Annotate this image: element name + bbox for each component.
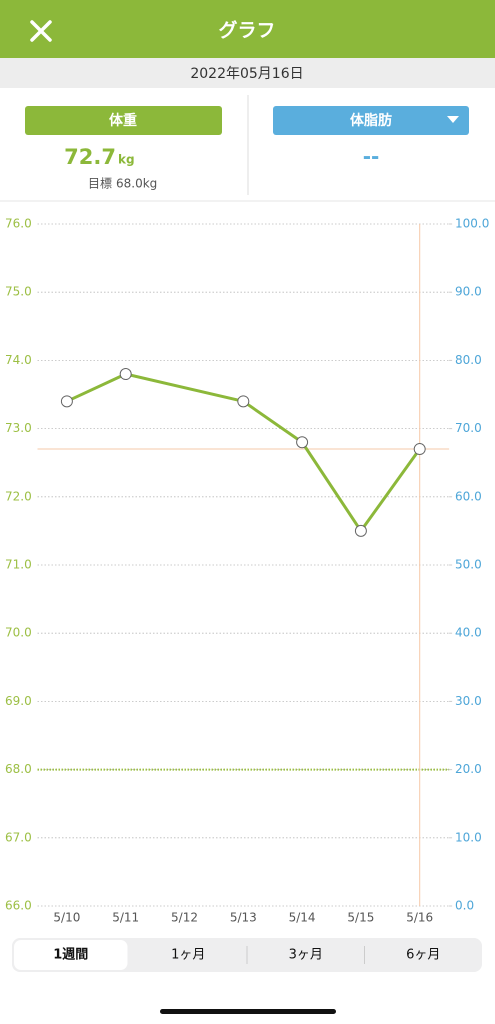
y2-tick-label: 20.0: [455, 762, 482, 776]
tab-label[interactable]: 6ヶ月: [406, 948, 440, 963]
close-button[interactable]: [30, 20, 52, 42]
goal-label: 目標: [88, 177, 112, 191]
point: [354, 524, 367, 537]
x-tick-label: 5/15: [347, 911, 374, 925]
y2-tick-label: 90.0: [455, 285, 482, 299]
y2-tick-label: 70.0: [455, 421, 482, 435]
body-fat-value: --: [363, 145, 380, 169]
tab-label[interactable]: 1ヶ月: [171, 948, 205, 963]
tabs: 1週間 1ヶ月 3ヶ月 6ヶ月: [14, 940, 440, 970]
y-tick-label: 66.0: [5, 899, 32, 913]
tab-selected: [14, 940, 128, 970]
weight-button[interactable]: [25, 106, 222, 135]
chart: 66.0 67.0 68.0 69.0 70.0 71.0 72.0 73.0 74.0 75.0…: [5, 217, 489, 925]
line: [66, 372, 421, 533]
header-bar: [0, 0, 495, 58]
weight-unit: kg: [118, 153, 135, 167]
y2-tick-label: 40.0: [455, 626, 482, 640]
y2-tick-label: 60.0: [455, 489, 482, 503]
x-tick-label: 5/14: [289, 911, 316, 925]
tab-label[interactable]: 3ヶ月: [289, 948, 323, 963]
y2-tick-label: 80.0: [455, 353, 482, 367]
x-tick-label: 5/12: [171, 911, 198, 925]
point: [296, 436, 309, 449]
body-fat-button-label: 体脂肪: [350, 112, 392, 129]
x-tick-label: 5/11: [112, 911, 139, 925]
y-tick-label: 67.0: [5, 830, 32, 844]
date-bar: [0, 58, 495, 88]
x-tick-label: 5/16: [406, 911, 433, 925]
point: [119, 368, 132, 381]
x-tick-label: 5/10: [53, 911, 80, 925]
home-indicator: [160, 1009, 336, 1014]
y-tick-label: 70.0: [5, 626, 32, 640]
weight-value: 72.7: [64, 145, 116, 169]
y-tick-label: 73.0: [5, 421, 32, 435]
weight-button-label: 体重: [109, 112, 137, 129]
y2-tick-label: 100.0: [455, 217, 489, 231]
y2-tick-label: 0.0: [455, 899, 474, 913]
point: [237, 395, 250, 408]
y-tick-label: 71.0: [5, 558, 32, 572]
dropdown-arrow: [447, 116, 459, 123]
y-tick-label: 72.0: [5, 489, 32, 503]
y-tick-label: 69.0: [5, 694, 32, 708]
y2-tick-label: 10.0: [455, 830, 482, 844]
date: 2022年05月16日: [190, 66, 303, 82]
y2-tick-label: 50.0: [455, 558, 482, 572]
point: [60, 395, 73, 408]
point: [413, 443, 426, 456]
tab-label[interactable]: 1週間: [53, 948, 88, 963]
y-tick-label: 68.0: [5, 762, 32, 776]
y-tick-label: 74.0: [5, 353, 32, 367]
goal-value: 68.0kg: [116, 177, 157, 191]
body-fat-button[interactable]: [273, 106, 469, 135]
x-tick-label: 5/13: [230, 911, 257, 925]
y-tick-label: 76.0: [5, 217, 32, 231]
y2-tick-label: 30.0: [455, 694, 482, 708]
y-tick-label: 75.0: [5, 285, 32, 299]
header-title: グラフ: [218, 19, 275, 42]
